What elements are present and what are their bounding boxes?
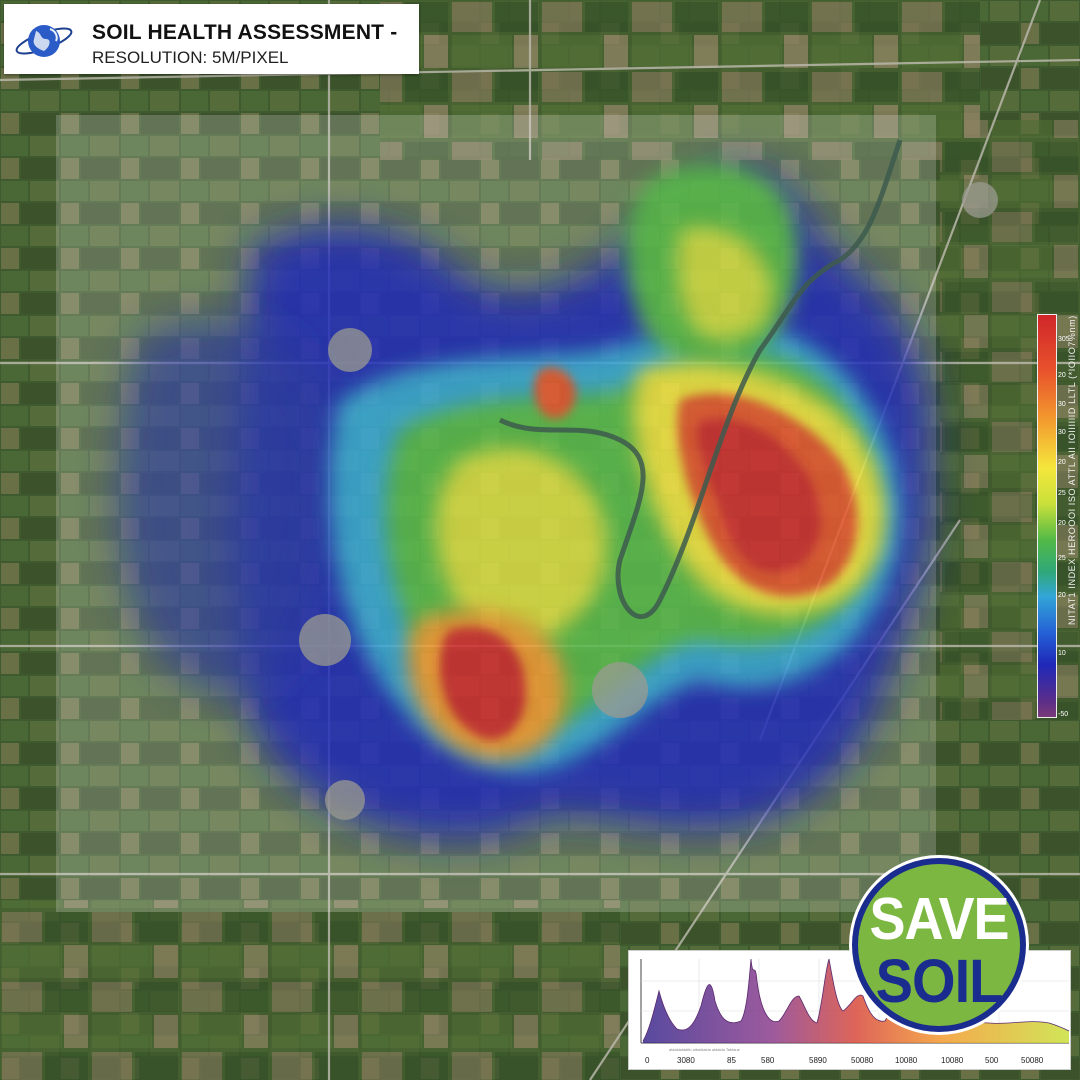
inset-x-tick: 10080 bbox=[941, 1056, 964, 1065]
legend-tick: 20 bbox=[1058, 372, 1066, 379]
legend-tick: 305 bbox=[1058, 336, 1070, 343]
legend-tick: 10 bbox=[1058, 650, 1066, 657]
inset-x-tick: 50080 bbox=[851, 1056, 874, 1065]
legend-tick: 25 bbox=[1058, 555, 1066, 562]
color-scale-bar bbox=[1037, 314, 1057, 718]
farmland-north bbox=[380, 0, 980, 160]
inset-x-tick: 50080 bbox=[1021, 1056, 1044, 1065]
legend-tick: -50 bbox=[1058, 711, 1069, 718]
page-title: SOIL HEALTH ASSESSMENT - bbox=[92, 21, 398, 44]
soil-health-heatmap[interactable] bbox=[116, 163, 932, 841]
legend-tick: 20 bbox=[1058, 520, 1066, 527]
inset-x-tick: 5890 bbox=[809, 1056, 827, 1065]
inset-caption: aldaldaldalfu albaldalda aldalda Tablaue bbox=[669, 1047, 740, 1052]
inset-x-tick: 580 bbox=[761, 1056, 775, 1065]
inset-x-tick: 500 bbox=[985, 1056, 999, 1065]
farmland-south bbox=[0, 900, 620, 1080]
inset-x-tick: 3080 bbox=[677, 1056, 695, 1065]
legend-tick: 25 bbox=[1058, 490, 1066, 497]
globe-icon bbox=[15, 25, 73, 57]
village-clusters bbox=[299, 182, 998, 820]
legend-title: NITAT1 INDEX HEROOOI ISO ATTL AII IOIIII… bbox=[1067, 315, 1077, 625]
title-panel: SOIL HEALTH ASSESSMENT - RESOLUTION: 5M/… bbox=[4, 4, 419, 74]
save-soil-badge: SAVE SOIL bbox=[852, 858, 1026, 1032]
legend-tick: 20 bbox=[1058, 459, 1066, 466]
badge-line-soil: SOIL bbox=[875, 945, 1004, 1016]
legend-tick: 20 bbox=[1058, 592, 1066, 599]
legend-tick: 30 bbox=[1058, 401, 1066, 408]
river bbox=[498, 139, 903, 619]
legend-tick: 30 bbox=[1058, 429, 1066, 436]
inset-x-tick: 10080 bbox=[895, 1056, 918, 1065]
inset-x-tick: 85 bbox=[727, 1056, 736, 1065]
badge-line-save: SAVE bbox=[869, 886, 1009, 952]
page-subtitle: RESOLUTION: 5M/PIXEL bbox=[92, 48, 289, 67]
inset-x-tick: 0 bbox=[645, 1056, 650, 1065]
